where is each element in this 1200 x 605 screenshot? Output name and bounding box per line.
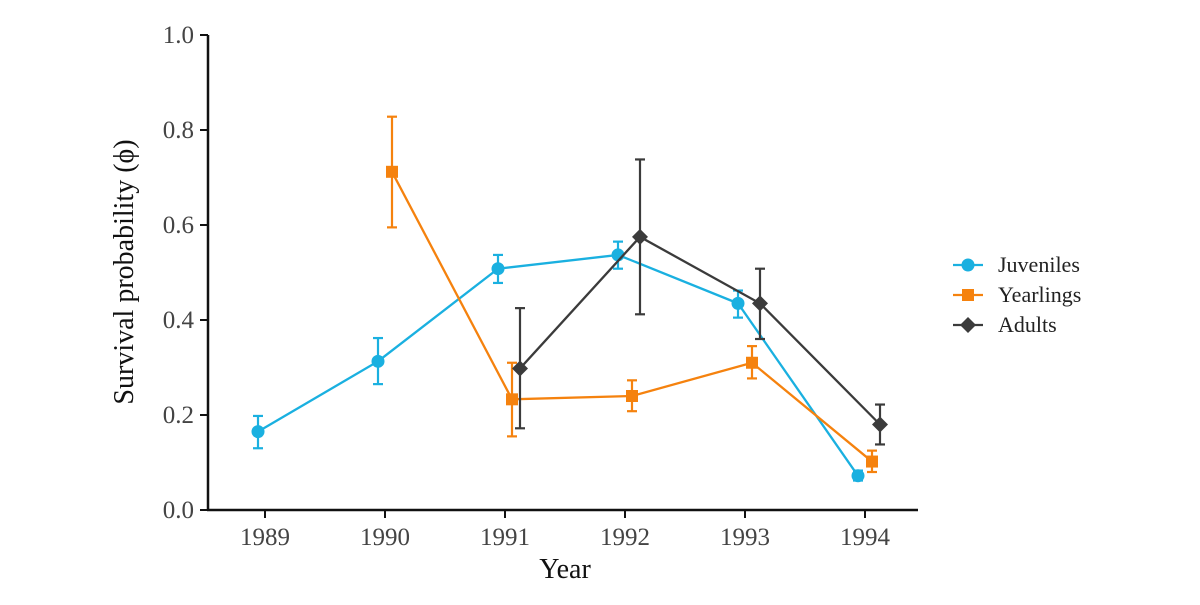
legend-label: Yearlings xyxy=(998,282,1081,307)
x-tick-label: 1993 xyxy=(720,524,770,551)
data-point xyxy=(491,262,505,276)
data-point xyxy=(752,295,768,312)
data-point xyxy=(371,354,385,368)
series-adults xyxy=(512,158,888,446)
data-point xyxy=(632,228,648,245)
series-line xyxy=(257,253,859,477)
data-point xyxy=(386,165,398,178)
y-axis-title: Survival probability (ϕ) xyxy=(109,139,140,404)
legend-item-yearlings: Yearlings xyxy=(953,282,1081,307)
legend-marker xyxy=(960,317,976,333)
data-point xyxy=(506,393,518,406)
axes xyxy=(206,35,918,512)
legend-item-juveniles: Juveniles xyxy=(953,252,1080,277)
data-point xyxy=(731,296,745,310)
series-line xyxy=(519,235,881,426)
x-tick-label: 1991 xyxy=(480,524,530,551)
x-tick-label: 1990 xyxy=(360,524,410,551)
y-tick-label: 1.0 xyxy=(163,22,194,49)
series-juveniles xyxy=(251,240,865,483)
series xyxy=(251,115,888,483)
x-tick-label: 1989 xyxy=(240,524,290,551)
y-tick-label: 0.4 xyxy=(163,307,195,334)
series-line xyxy=(390,171,873,463)
y-tick-label: 0.0 xyxy=(163,497,194,524)
legend-marker xyxy=(962,289,974,301)
y-tick-label: 0.8 xyxy=(163,117,194,144)
data-point xyxy=(251,425,265,439)
legend-label: Juveniles xyxy=(998,252,1080,277)
y-tick-label: 0.6 xyxy=(163,212,194,239)
ticks: 0.0 0.2 0.4 0.6 0.8 1.0 1989 1990 1991 1992 1993 19… xyxy=(163,22,891,551)
data-point xyxy=(746,356,758,369)
data-point xyxy=(512,360,528,377)
series-yearlings xyxy=(386,115,878,474)
data-point xyxy=(626,390,638,402)
legend-item-adults: Adults xyxy=(953,312,1057,337)
x-tick-label: 1994 xyxy=(840,524,891,551)
y-tick-label: 0.2 xyxy=(163,402,194,429)
data-point xyxy=(866,455,878,468)
data-point xyxy=(872,416,888,433)
x-tick-label: 1992 xyxy=(600,524,650,551)
data-point xyxy=(851,469,865,483)
legend-label: Adults xyxy=(998,312,1057,337)
legend: Juveniles Yearlings Adults xyxy=(953,252,1081,337)
x-axis-title: Year xyxy=(539,554,591,585)
legend-marker xyxy=(961,258,975,272)
